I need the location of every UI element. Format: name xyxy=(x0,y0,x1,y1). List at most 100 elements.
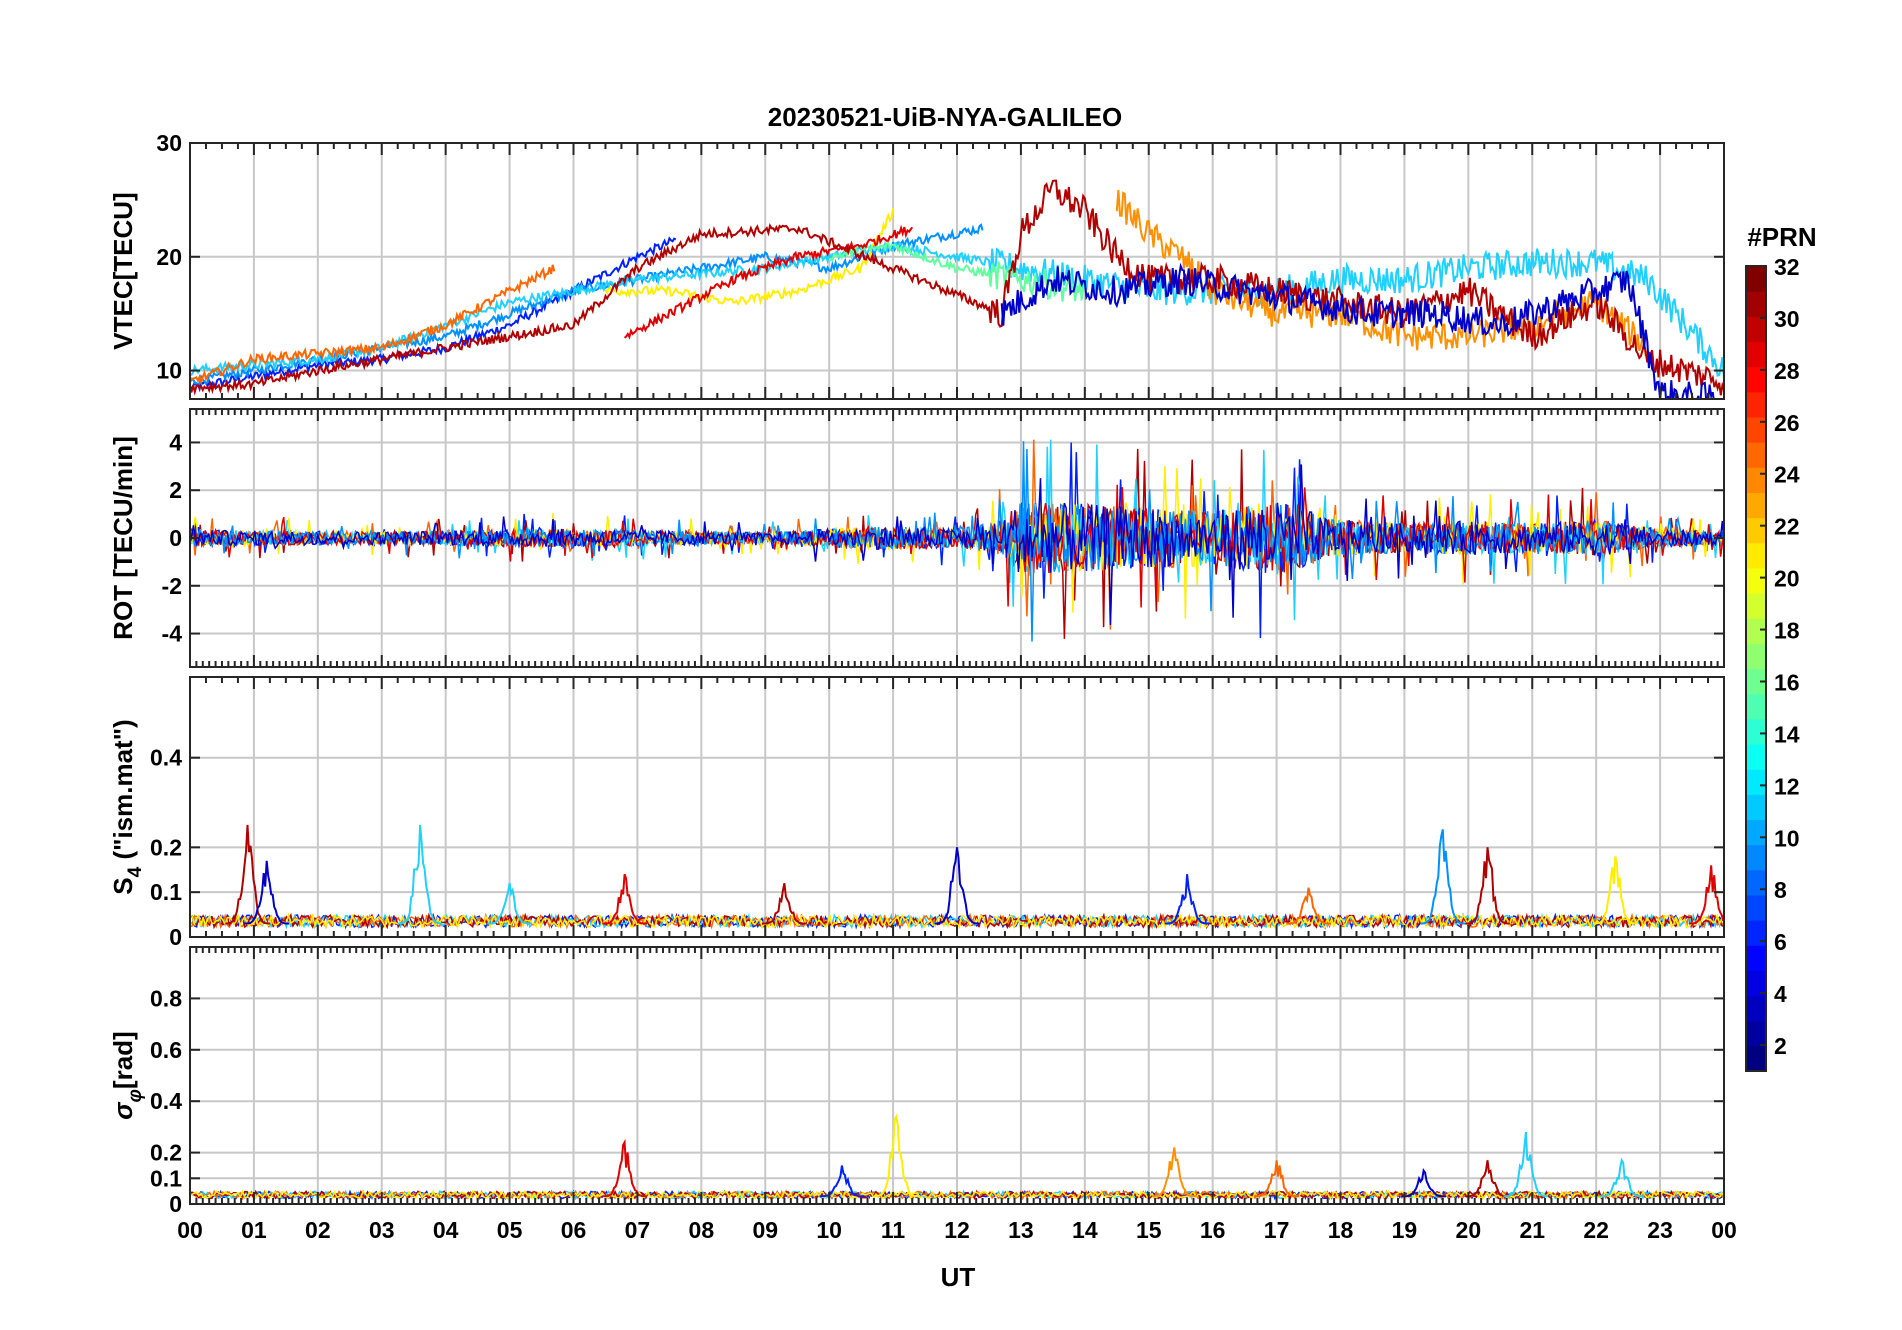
y-tick-label: 0.2 xyxy=(150,1140,182,1166)
colorbar-segment xyxy=(1746,416,1766,443)
plot-lines xyxy=(190,179,1724,399)
colorbar-label: #PRN xyxy=(1747,222,1816,252)
spike xyxy=(1151,1147,1197,1198)
x-ticks xyxy=(189,143,1725,399)
x-tick-label: 15 xyxy=(1136,1217,1162,1243)
x-tick-label: 17 xyxy=(1264,1217,1290,1243)
spike xyxy=(602,873,647,925)
colorbar-tick-label: 14 xyxy=(1774,721,1800,747)
y-tick-label: 0.4 xyxy=(150,745,182,771)
panel-sigma_phi: 00.10.2 0.4 0.6 0.8σφ[rad] xyxy=(108,946,1725,1217)
colorbar-segment xyxy=(1746,593,1766,619)
spike xyxy=(1593,856,1638,925)
y-tick-label: 0.1 xyxy=(150,879,182,905)
colorbar-segment xyxy=(1746,995,1766,1022)
colorbar-tick-label: 16 xyxy=(1774,669,1800,695)
colorbar-tick-label: 22 xyxy=(1774,514,1800,540)
colorbar-segment xyxy=(1746,693,1766,720)
series-line-prn-31 xyxy=(190,179,1724,396)
spike xyxy=(1254,1160,1299,1198)
spike xyxy=(1465,1160,1510,1198)
plot-lines xyxy=(190,439,1724,642)
colorbar-tick-label: 12 xyxy=(1774,773,1800,799)
colorbar-segment xyxy=(1746,492,1766,519)
x-tick-label: 04 xyxy=(433,1217,459,1243)
x-tick-label: 08 xyxy=(689,1217,715,1243)
colorbar-segment xyxy=(1746,769,1766,795)
colorbar-tick-label: 2 xyxy=(1774,1033,1787,1059)
colorbar-segment xyxy=(1746,718,1766,745)
y-tick-label: 0 xyxy=(169,525,182,551)
spike xyxy=(1401,1168,1446,1198)
x-tick-label: 11 xyxy=(881,1217,906,1243)
x-axis-label: UT xyxy=(941,1262,976,1292)
y-axis-label: VTEC[TECU] xyxy=(108,192,138,349)
colorbar-segment xyxy=(1746,291,1766,317)
figure-title: 20230521-UiB-NYA-GALILEO xyxy=(768,102,1123,132)
colorbar-segment xyxy=(1746,945,1766,971)
colorbar-tick-label: 18 xyxy=(1774,618,1800,644)
colorbar-segment xyxy=(1746,819,1766,846)
y-axis-label: ROT [TECU/min] xyxy=(108,436,138,640)
colorbar-tick-label: 24 xyxy=(1774,462,1800,488)
colorbar-tick-label: 32 xyxy=(1774,254,1800,280)
colorbar-tick-label: 28 xyxy=(1774,358,1800,384)
colorbar-tick-label: 6 xyxy=(1774,929,1787,955)
x-tick-label: 10 xyxy=(816,1217,842,1243)
colorbar-segment xyxy=(1746,668,1766,695)
x-tick-label: 05 xyxy=(497,1217,523,1243)
series-line-prn-3 xyxy=(190,464,1724,626)
x-tick-label: 23 xyxy=(1647,1217,1673,1243)
y-axis-label: σφ[rad] xyxy=(108,1031,146,1119)
spike xyxy=(873,1113,919,1198)
y-tick-label: 20 xyxy=(156,244,182,270)
spike xyxy=(1599,1157,1645,1198)
x-tick-label: 18 xyxy=(1328,1217,1354,1243)
panel-s4: 0 0.1 0.2 0.4S4 ("ism.mat") xyxy=(108,676,1725,950)
x-tick-label: 00 xyxy=(1711,1217,1737,1243)
colorbar-segment xyxy=(1746,844,1766,871)
colorbar-segment xyxy=(1746,869,1766,896)
colorbar-tick-label: 8 xyxy=(1774,877,1787,903)
y-tick-label: 0.1 xyxy=(150,1165,182,1191)
spike xyxy=(602,1138,647,1198)
colorbar-segment xyxy=(1746,920,1766,946)
x-tick-label: 19 xyxy=(1392,1217,1418,1243)
series-line-prn-26 xyxy=(190,264,556,386)
colorbar-tick-label: 10 xyxy=(1774,825,1800,851)
y-tick-label: 0 xyxy=(169,1191,182,1217)
colorbar-segment xyxy=(1746,743,1766,770)
y-tick-label: 2 xyxy=(169,477,182,503)
y-tick-label: 0.2 xyxy=(150,834,182,860)
series-line-prn-29 xyxy=(623,224,914,340)
y-tick-label: 0 xyxy=(169,924,182,950)
y-tick-label: 10 xyxy=(156,358,182,384)
panel-vtec: 10 20 30 VTEC[TECU] xyxy=(108,130,1725,400)
grid xyxy=(190,677,1724,937)
colorbar-segment xyxy=(1746,467,1766,494)
x-ticks xyxy=(189,677,1725,937)
colorbar-segment xyxy=(1746,442,1766,468)
colorbar-segment xyxy=(1746,517,1766,544)
series-line-prn-11 xyxy=(190,240,1724,379)
y-tick-label: -2 xyxy=(162,573,182,599)
series-line-prn-19 xyxy=(604,207,895,306)
series-line-prn-3 xyxy=(1000,262,1715,399)
spike xyxy=(762,883,807,925)
x-tick-label: 07 xyxy=(625,1217,651,1243)
x-tick-label: 20 xyxy=(1456,1217,1482,1243)
colorbar-segment xyxy=(1746,266,1766,292)
y-tick-label: 0.8 xyxy=(150,985,182,1011)
panel-rot: -4 -2 0 2 4 ROT [TECU/min] xyxy=(108,408,1725,668)
y-tick-label: 4 xyxy=(169,429,182,455)
colorbar-segment xyxy=(1746,341,1766,368)
y-tick-label: -4 xyxy=(162,621,183,647)
spike xyxy=(225,824,270,925)
x-ticks xyxy=(189,409,1725,667)
colorbar-tick-label: 20 xyxy=(1774,566,1800,592)
spike xyxy=(397,824,443,925)
colorbar-segment xyxy=(1746,970,1766,997)
